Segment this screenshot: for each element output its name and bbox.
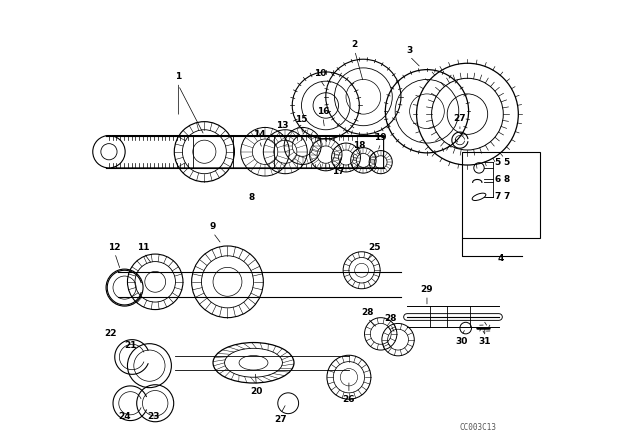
Text: 4: 4 [497,254,504,263]
Text: 18: 18 [353,142,365,151]
Text: 28: 28 [384,314,397,323]
Text: 5: 5 [503,158,509,167]
Text: 12: 12 [109,243,121,252]
Text: 30: 30 [456,337,468,346]
Text: 26: 26 [342,395,355,404]
Text: 1: 1 [175,72,182,81]
Text: 20: 20 [250,387,262,396]
Text: 13: 13 [276,121,289,130]
Text: 27: 27 [454,114,466,123]
Text: 11: 11 [138,243,150,252]
FancyBboxPatch shape [106,136,383,168]
Text: 22: 22 [104,329,117,338]
Text: CC003C13: CC003C13 [460,423,497,432]
Text: 31: 31 [479,337,491,346]
Circle shape [93,136,125,168]
Text: 24: 24 [118,412,131,421]
Text: 2: 2 [351,40,358,49]
Text: 3: 3 [406,46,413,55]
Text: 5: 5 [495,158,501,167]
Text: 6: 6 [495,175,501,184]
Text: 8: 8 [503,175,509,184]
Text: 8: 8 [249,194,255,202]
Text: 29: 29 [420,285,433,294]
Text: 14: 14 [253,130,266,139]
Text: 15: 15 [295,116,308,125]
Text: 10: 10 [314,69,326,78]
Text: 25: 25 [369,243,381,252]
Text: 7: 7 [503,192,509,201]
Text: 9: 9 [210,222,216,231]
Text: 23: 23 [147,412,160,421]
Text: 21: 21 [124,341,136,350]
Text: 16: 16 [317,107,329,116]
Bar [461,152,540,238]
Text: 7: 7 [495,192,501,201]
Text: 19: 19 [374,133,387,142]
Text: 27: 27 [275,415,287,424]
Text: 28: 28 [361,308,374,317]
Text: 17: 17 [332,168,345,177]
